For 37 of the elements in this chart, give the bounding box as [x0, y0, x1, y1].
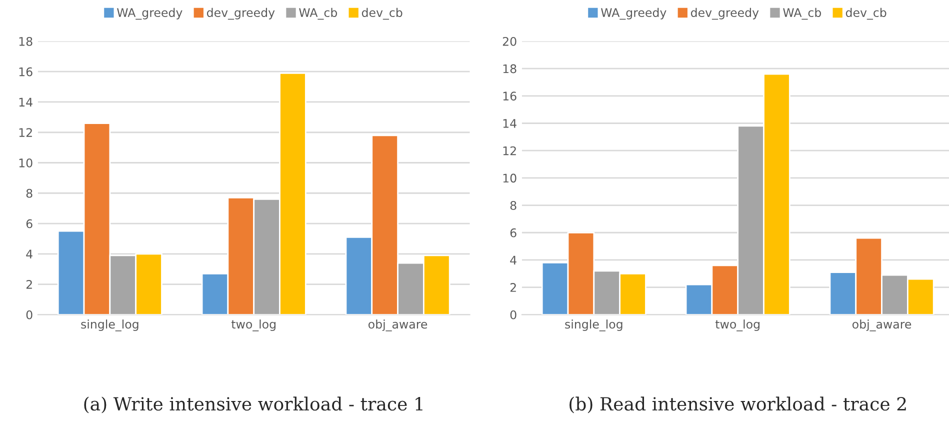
- legend-label: dev_cb: [362, 8, 402, 20]
- legend-label: dev_greedy: [690, 8, 759, 20]
- x-tick-label: single_log: [565, 320, 622, 332]
- y-tick-label: 0: [26, 310, 32, 320]
- legend-label: WA_greedy: [117, 8, 182, 20]
- x-tick-label: two_log: [715, 320, 760, 332]
- y-tick-label: 10: [503, 174, 516, 183]
- y-tick-label: 4: [26, 250, 32, 258]
- y-tick-label: 2: [26, 280, 32, 289]
- y-tick-label: 14: [503, 119, 516, 128]
- y-tick-label: 20: [502, 36, 516, 46]
- text: (b) Read intensive workload - trace 2: [570, 396, 906, 414]
- text: (a) Write intensive workload - trace 1: [84, 396, 422, 414]
- x-tick-label: obj_aware: [368, 320, 428, 332]
- y-tick-label: 14: [19, 98, 32, 106]
- legend-label: dev_cb: [846, 8, 886, 20]
- y-tick-label: 4: [510, 256, 516, 264]
- y-tick-label: 2: [510, 283, 516, 292]
- legend-label: WA_cb: [783, 8, 822, 20]
- y-tick-label: 16: [19, 67, 32, 76]
- y-tick-label: 16: [503, 92, 516, 101]
- y-tick-label: 18: [503, 64, 516, 74]
- x-tick-label: obj_aware: [852, 320, 912, 332]
- y-tick-label: 18: [19, 36, 32, 46]
- legend-label: WA_greedy: [600, 8, 666, 20]
- y-tick-label: 6: [26, 219, 32, 228]
- y-tick-label: 0: [510, 310, 516, 320]
- y-tick-label: 8: [510, 201, 516, 210]
- x-tick-label: single_log: [81, 320, 138, 332]
- legend-label: WA_cb: [299, 8, 338, 20]
- y-tick-label: 10: [19, 158, 32, 168]
- x-tick-label: two_log: [231, 320, 276, 332]
- y-tick-label: 6: [510, 228, 516, 238]
- y-tick-label: 8: [26, 188, 32, 198]
- y-tick-label: 12: [19, 128, 32, 137]
- y-tick-label: 12: [503, 146, 516, 156]
- legend-label: dev_greedy: [206, 8, 275, 20]
